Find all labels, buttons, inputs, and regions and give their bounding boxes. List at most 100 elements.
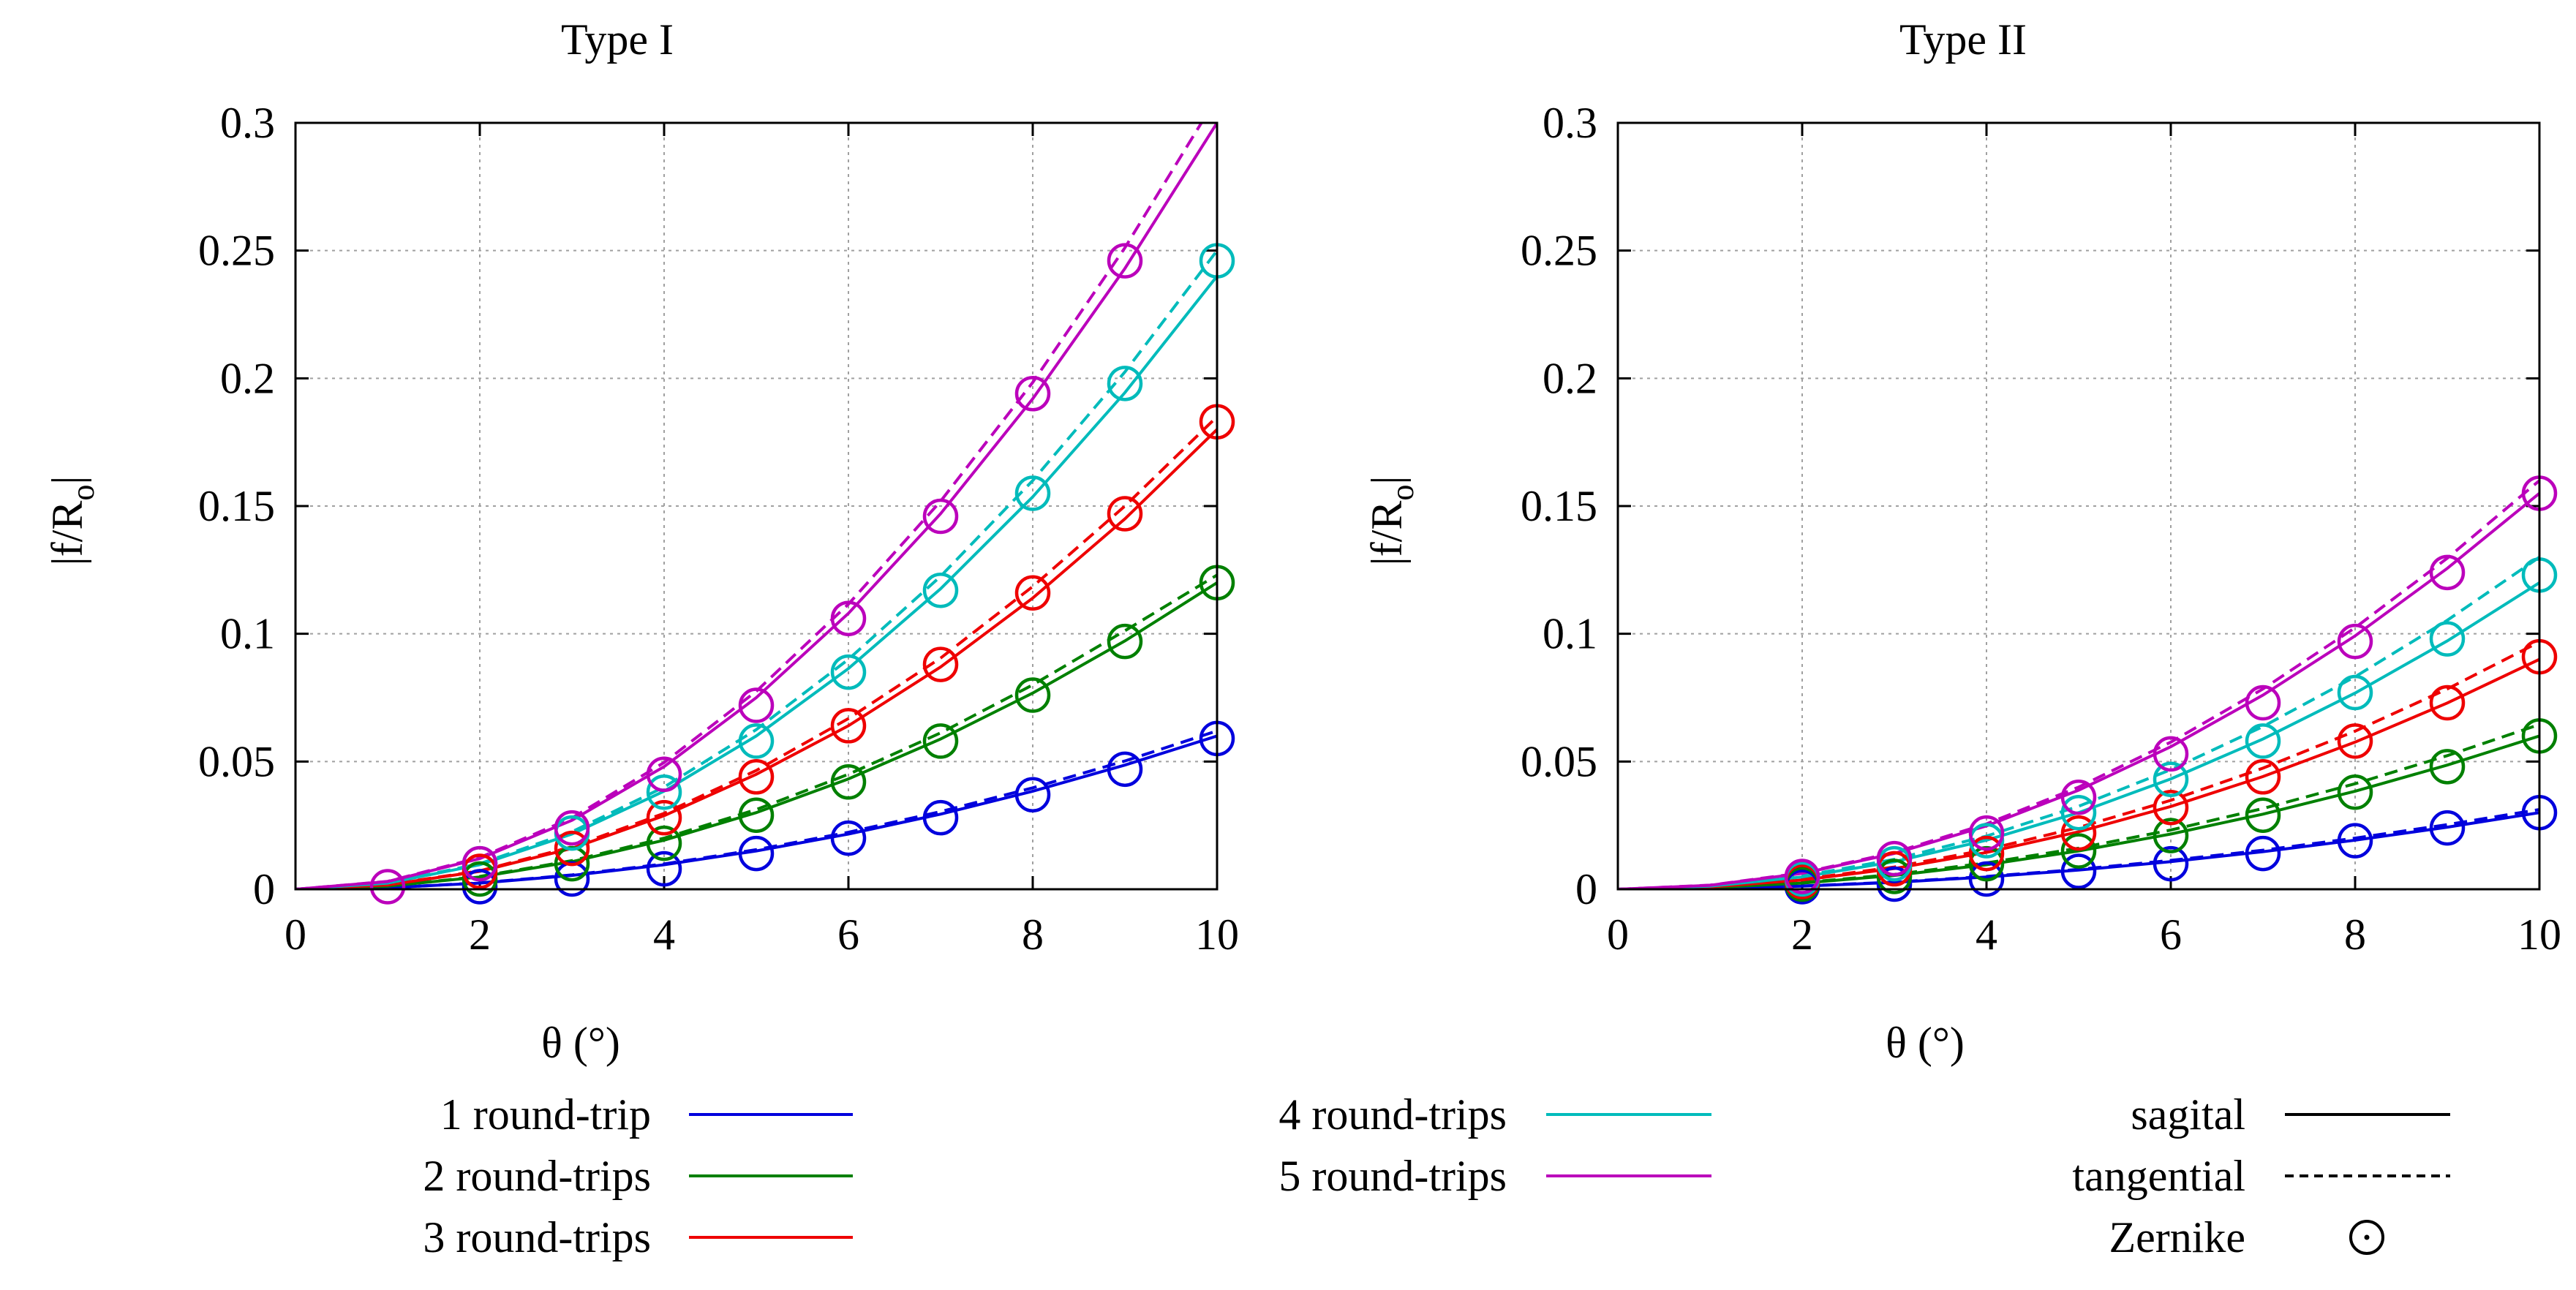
y-axis-label-main: |f/R (1363, 501, 1411, 566)
zernike-marker (2153, 789, 2189, 826)
y-tick-label: 0.25 (1521, 227, 1597, 275)
legend-series-label: 3 round-trips (423, 1213, 651, 1261)
zernike-marker (2429, 621, 2466, 657)
y-axis-label-main: |f/R (43, 501, 91, 566)
zernike-marker (646, 756, 682, 793)
x-tick-label: 4 (653, 910, 675, 959)
series-line-tangential (295, 415, 1217, 889)
legend-series-label: 2 round-trips (423, 1152, 651, 1200)
zernike-marker (922, 799, 959, 836)
zernike-marker (2245, 759, 2281, 795)
y-tick-label: 0.15 (198, 482, 275, 530)
zernike-marker (1107, 623, 1143, 660)
zernike-marker (1784, 859, 1820, 894)
zernike-marker (2337, 723, 2373, 759)
zernike-marker (738, 759, 775, 795)
chart-title: Type II (1899, 15, 2027, 64)
y-tick-label: 0.3 (220, 99, 275, 147)
series-line-tangential (295, 729, 1217, 889)
zernike-marker (1876, 859, 1913, 894)
series-line-tangential (1618, 723, 2539, 889)
zernike-marker (1968, 823, 2005, 859)
series-line-tangential (295, 573, 1217, 889)
zernike-marker (2337, 774, 2373, 810)
y-axis-label-tail: | (1363, 476, 1411, 485)
zernike-marker (646, 799, 682, 836)
y-axis-label: |f/Ro| (1363, 476, 1420, 566)
zernike-marker (1107, 496, 1143, 532)
series-line-tangential (1618, 641, 2539, 889)
x-tick-label: 2 (1791, 910, 1813, 959)
series-line-sagital (1618, 581, 2539, 889)
zernike-marker (2429, 684, 2466, 721)
plot-frame (1616, 121, 2541, 891)
y-tick-label: 0.05 (198, 737, 275, 785)
zernike-marker (554, 810, 590, 846)
x-tick-label: 10 (2517, 910, 2561, 959)
legend-series-label: 1 round-trip (440, 1090, 651, 1139)
zernike-marker (1968, 861, 2005, 897)
series-line-tangential (295, 249, 1217, 889)
zernike-marker (922, 573, 959, 608)
zernike-marker (738, 687, 775, 723)
zernike-marker (1014, 677, 1051, 713)
legend-marker-dot (2364, 1234, 2370, 1240)
legend-style-label: tangential (2072, 1152, 2245, 1200)
x-axis-label: θ (°) (541, 1019, 620, 1067)
x-tick-label: 8 (2344, 910, 2366, 959)
zernike-marker (2245, 684, 2281, 721)
legend-style-label: sagital (2131, 1090, 2245, 1139)
legend-series-label: 4 round-trips (1278, 1090, 1507, 1139)
zernike-marker (1107, 751, 1143, 788)
legend-series-label: 5 round-trips (1278, 1152, 1507, 1200)
zernike-marker (646, 774, 682, 810)
y-axis-label-tail: | (43, 476, 91, 485)
zernike-marker (1014, 376, 1051, 412)
zernike-marker (2153, 818, 2189, 853)
zernike-marker (1014, 575, 1051, 611)
zernike-marker (369, 869, 406, 905)
series-line-sagital (295, 275, 1217, 889)
zernike-marker (2429, 554, 2466, 591)
zernike-marker (2337, 823, 2373, 859)
y-tick-label: 0.2 (1543, 354, 1597, 402)
zernike-marker (922, 498, 959, 535)
zernike-marker (922, 646, 959, 682)
y-tick-label: 0 (253, 865, 275, 913)
legend-marker-swatch (2349, 1220, 2384, 1255)
zernike-marker (922, 723, 959, 759)
zernike-marker (830, 764, 867, 800)
zernike-marker (1014, 475, 1051, 511)
zernike-marker (462, 853, 498, 889)
y-axis-label-subscript: o (1385, 485, 1420, 501)
y-tick-label: 0.15 (1521, 482, 1597, 530)
zernike-marker (2245, 723, 2281, 759)
x-axis-label: θ (°) (1886, 1019, 1965, 1067)
zernike-marker (738, 723, 775, 759)
legend-style-label: Zernike (2109, 1213, 2245, 1261)
zernike-marker (2153, 736, 2189, 772)
y-tick-label: 0.2 (220, 354, 275, 402)
x-tick-label: 6 (2160, 910, 2182, 959)
zernike-marker (1876, 866, 1913, 902)
zernike-marker (830, 708, 867, 744)
zernike-marker (2429, 810, 2466, 846)
zernike-marker (1107, 243, 1143, 279)
zernike-marker (462, 845, 498, 882)
zernike-marker (1107, 366, 1143, 401)
x-tick-label: 6 (837, 910, 859, 959)
y-tick-label: 0.3 (1543, 99, 1597, 147)
zernike-marker (2245, 797, 2281, 833)
zernike-marker (462, 869, 498, 905)
zernike-marker (2060, 815, 2097, 851)
zernike-marker (2153, 761, 2189, 798)
y-tick-label: 0.1 (220, 610, 275, 658)
zernike-marker (462, 861, 498, 897)
zernike-marker (2060, 853, 2097, 889)
zernike-marker (830, 820, 867, 856)
zernike-marker (2245, 835, 2281, 872)
x-tick-label: 0 (1607, 910, 1629, 959)
legend: 1 round-trip 2 round-trips 3 round-trips 4 … (423, 1090, 2450, 1261)
zernike-marker (1014, 777, 1051, 812)
